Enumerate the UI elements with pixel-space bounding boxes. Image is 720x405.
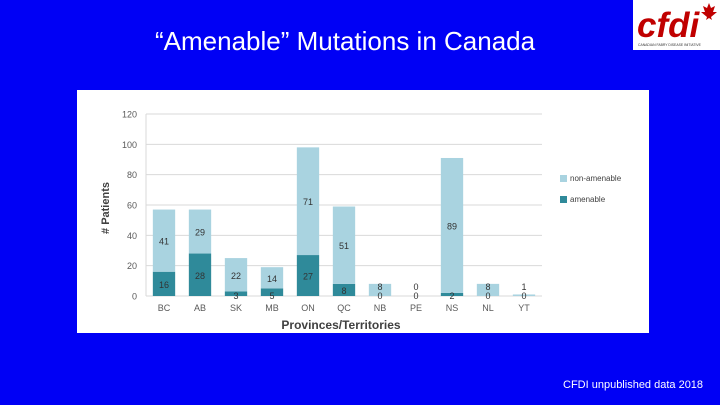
x-tick-label: NS bbox=[446, 303, 459, 313]
legend-swatch bbox=[560, 175, 567, 182]
data-label-non-amenable: 29 bbox=[195, 228, 205, 238]
data-label-amenable: 0 bbox=[521, 291, 526, 301]
bar-amenable-ns bbox=[440, 292, 464, 296]
y-tick-label: 100 bbox=[122, 140, 137, 150]
bar-non-amenable-mb bbox=[260, 267, 284, 289]
x-tick-label: MB bbox=[265, 303, 279, 313]
x-tick-label: BC bbox=[158, 303, 171, 313]
bar-non-amenable-yt bbox=[512, 294, 536, 296]
legend-label: non-amenable bbox=[570, 174, 622, 183]
logo-tagline: CANADIAN FABRY DISEASE INITIATIVE bbox=[638, 43, 702, 47]
data-label-non-amenable: 71 bbox=[303, 197, 313, 207]
slide-title: “Amenable” Mutations in Canada bbox=[155, 26, 536, 56]
data-label-non-amenable: 8 bbox=[377, 282, 382, 292]
data-label-amenable: 28 bbox=[195, 271, 205, 281]
x-tick-label: SK bbox=[230, 303, 242, 313]
x-tick-label: AB bbox=[194, 303, 206, 313]
x-axis-label: Provinces/Territories bbox=[281, 318, 400, 332]
bar-non-amenable-ab bbox=[188, 209, 212, 254]
bar-non-amenable-bc bbox=[152, 209, 176, 272]
bar-non-amenable-ns bbox=[440, 157, 464, 293]
y-tick-label: 40 bbox=[127, 231, 137, 241]
x-tick-label: QC bbox=[337, 303, 351, 313]
data-label-amenable: 2 bbox=[449, 291, 454, 301]
y-tick-label: 0 bbox=[132, 292, 137, 302]
data-label-non-amenable: 8 bbox=[485, 282, 490, 292]
bar-amenable-on bbox=[296, 255, 320, 296]
y-tick-label: 20 bbox=[127, 261, 137, 271]
data-label-non-amenable: 22 bbox=[231, 271, 241, 281]
maple-leaf-icon bbox=[701, 3, 717, 20]
bar-amenable-bc bbox=[152, 271, 176, 296]
data-label-non-amenable: 1 bbox=[521, 282, 526, 292]
data-label-non-amenable: 0 bbox=[413, 282, 418, 292]
x-tick-label: NB bbox=[374, 303, 387, 313]
y-tick-label: 120 bbox=[122, 110, 137, 120]
bar-amenable-ab bbox=[188, 253, 212, 296]
data-label-non-amenable: 51 bbox=[339, 241, 349, 251]
x-tick-label: PE bbox=[410, 303, 422, 313]
bar-amenable-mb bbox=[260, 288, 284, 296]
data-label-amenable: 3 bbox=[233, 291, 238, 301]
data-label-amenable: 0 bbox=[377, 291, 382, 301]
cfdi-logo: cfdi CANADIAN FABRY DISEASE INITIATIVE bbox=[633, 0, 720, 50]
data-label-amenable: 16 bbox=[159, 280, 169, 290]
data-label-amenable: 27 bbox=[303, 272, 313, 282]
bar-amenable-sk bbox=[224, 291, 248, 296]
bar-amenable-qc bbox=[332, 283, 356, 296]
data-label-amenable: 8 bbox=[341, 286, 346, 296]
logo-wordmark: cfdi bbox=[637, 6, 701, 45]
bar-non-amenable-nl bbox=[476, 283, 500, 296]
legend-label: amenable bbox=[570, 195, 606, 204]
bar-non-amenable-on bbox=[296, 147, 320, 256]
y-tick-label: 80 bbox=[127, 170, 137, 180]
bar-non-amenable-sk bbox=[224, 258, 248, 292]
data-label-amenable: 0 bbox=[485, 291, 490, 301]
data-label-non-amenable: 41 bbox=[159, 237, 169, 247]
x-tick-label: ON bbox=[301, 303, 315, 313]
x-tick-label: YT bbox=[518, 303, 530, 313]
footnote: CFDI unpublished data 2018 bbox=[563, 379, 704, 391]
data-label-amenable: 0 bbox=[413, 291, 418, 301]
data-label-amenable: 5 bbox=[269, 291, 274, 301]
y-axis-label: # Patients bbox=[100, 182, 112, 234]
bar-non-amenable-nb bbox=[368, 283, 392, 296]
data-label-non-amenable: 89 bbox=[447, 221, 457, 231]
x-tick-label: NL bbox=[482, 303, 494, 313]
bar-non-amenable-qc bbox=[332, 206, 356, 284]
chart-panel: 0 20 40 60 80 100 120 BC AB SK MB ON QC NB PE NS NL YT 16… bbox=[77, 90, 649, 333]
legend-swatch bbox=[560, 196, 567, 203]
y-tick-label: 60 bbox=[127, 201, 137, 211]
data-label-non-amenable: 14 bbox=[267, 274, 277, 284]
